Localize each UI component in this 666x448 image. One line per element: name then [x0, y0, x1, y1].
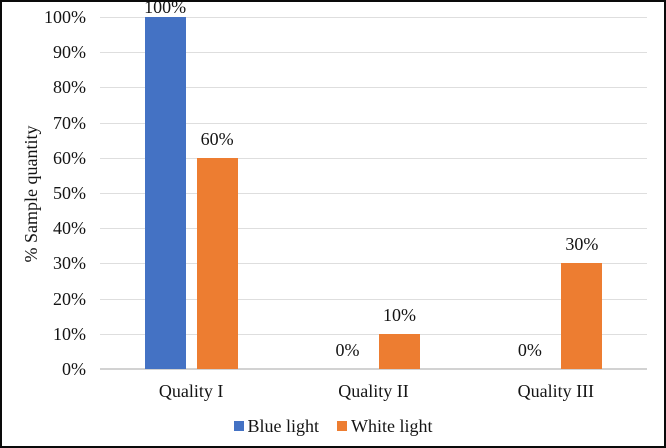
y-tick-label: 80% [53, 77, 86, 98]
y-tick-label: 20% [53, 288, 86, 309]
legend-item: White light [337, 417, 432, 435]
category-label: Quality III [517, 381, 595, 401]
legend-label: Blue light [247, 416, 320, 436]
y-tick-label: 70% [53, 112, 86, 133]
y-tick-label: 90% [53, 42, 86, 63]
legend-label: White light [351, 416, 433, 436]
y-tick-label: 0% [62, 359, 86, 379]
data-label: 10% [383, 304, 416, 325]
category-label: Quality I [158, 381, 224, 401]
x-axis-category-labels: Quality I Quality II Quality III [100, 382, 647, 402]
gridline [100, 263, 647, 265]
y-axis-tick-labels: 0% 10% 20% 30% 40% 50% 60% 70% 80% 90% 100% [2, 2, 86, 446]
legend-swatch-square [337, 421, 347, 431]
data-label: 100% [144, 0, 187, 17]
bar [561, 263, 603, 369]
gridline [100, 298, 647, 300]
y-tick-label: 60% [53, 147, 86, 168]
y-tick-label: 50% [53, 183, 86, 203]
y-tick-label: 30% [53, 253, 86, 274]
gridline [100, 157, 647, 159]
y-tick-label: 40% [53, 218, 86, 239]
data-label: 0% [517, 340, 542, 360]
gridline [100, 52, 647, 54]
legend-swatch-square [233, 421, 244, 431]
x-axis-line [100, 368, 647, 370]
gridline [100, 122, 647, 124]
bar [379, 333, 420, 369]
bar [196, 157, 238, 369]
data-label: 60% [200, 128, 234, 149]
y-tick-label: 100% [44, 7, 86, 27]
category-label: Quality II [338, 381, 409, 401]
y-tick-label: 10% [53, 323, 86, 344]
legend: Blue light White light [2, 417, 664, 435]
plot-area: 100% 60% 0% 10% 0% 30% [100, 2, 647, 370]
gridline [100, 193, 647, 194]
data-label: 30% [565, 234, 599, 255]
gridline [100, 228, 647, 230]
gridline [100, 87, 647, 89]
bar [144, 17, 186, 369]
data-label: 0% [335, 340, 360, 360]
gridline [100, 17, 647, 18]
legend-item: Blue light [233, 416, 320, 436]
gridline [100, 333, 647, 335]
